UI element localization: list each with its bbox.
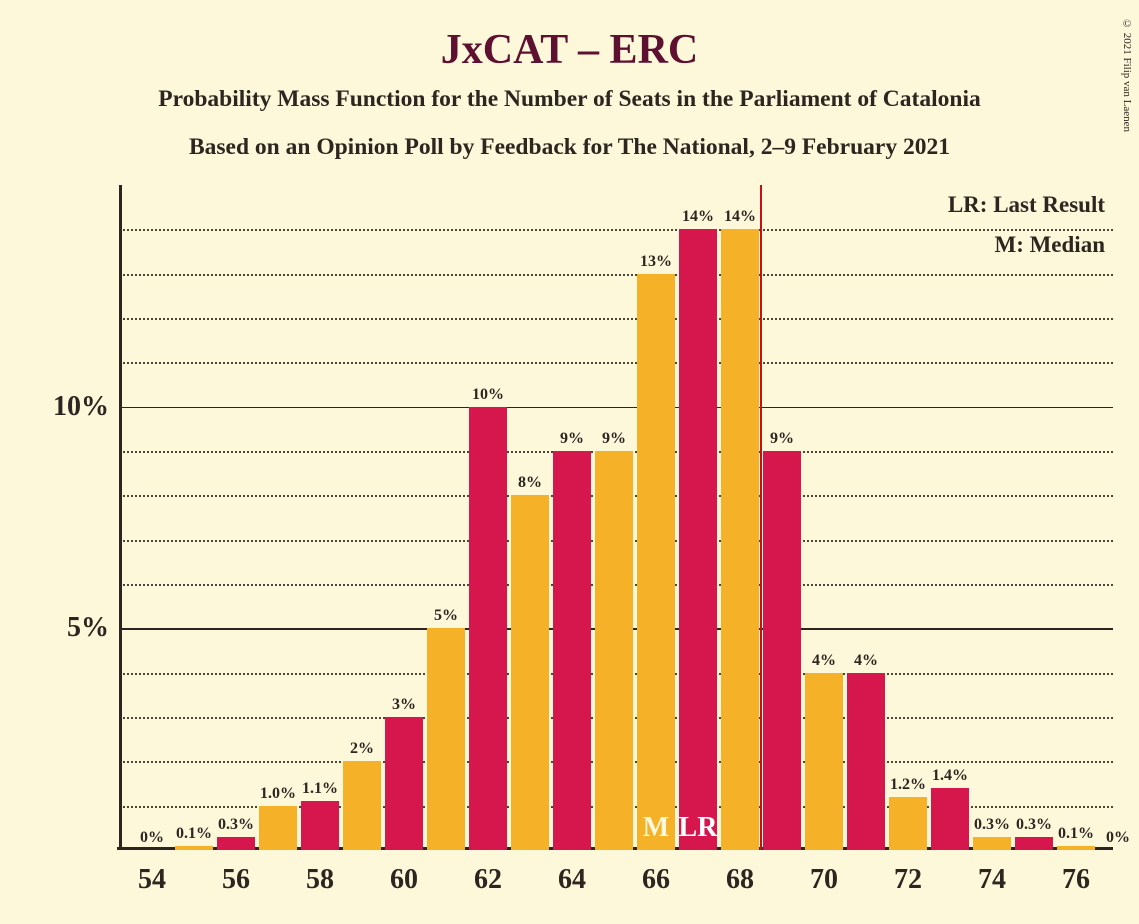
- last-result-marker: LR: [679, 812, 718, 844]
- x-tick-label: 70: [810, 850, 838, 896]
- bar-value-label: 0.3%: [974, 816, 1010, 837]
- bar: 0.1%: [1057, 846, 1095, 850]
- chart-subtitle-2: Based on an Opinion Poll by Feedback for…: [0, 134, 1139, 161]
- chart-title: JxCAT – ERC: [0, 26, 1139, 74]
- last-result-line: [760, 185, 762, 850]
- bar: 1.2%: [889, 797, 927, 850]
- gridline-minor: [119, 362, 1113, 364]
- x-tick-label: 56: [222, 850, 250, 896]
- bar-value-label: 14%: [724, 208, 756, 229]
- bar: 14%: [721, 229, 759, 850]
- bar-value-label: 0.3%: [218, 816, 254, 837]
- bar-value-label: 2%: [350, 740, 374, 761]
- bar: 0.3%: [1015, 837, 1053, 850]
- bar-value-label: 8%: [518, 474, 542, 495]
- gridline-minor: [119, 274, 1113, 276]
- bar-value-label: 0.1%: [176, 825, 212, 846]
- bar: 4%: [805, 673, 843, 850]
- bar: 0.3%: [973, 837, 1011, 850]
- bar: 10%: [469, 407, 507, 850]
- bar: 9%: [553, 451, 591, 850]
- bar-value-label: 14%: [682, 208, 714, 229]
- bar: 8%: [511, 495, 549, 850]
- bar: 1.0%: [259, 806, 297, 850]
- median-marker: M: [643, 812, 669, 844]
- x-tick-label: 74: [978, 850, 1006, 896]
- bar-value-label: 1.2%: [890, 776, 926, 797]
- x-tick-label: 76: [1062, 850, 1090, 896]
- bar-value-label: 9%: [602, 430, 626, 451]
- bar: 14%LR: [679, 229, 717, 850]
- gridline-minor: [119, 318, 1113, 320]
- bar-value-label: 10%: [472, 386, 504, 407]
- bar-value-label: 1.4%: [932, 767, 968, 788]
- bar-value-label: 3%: [392, 696, 416, 717]
- x-tick-label: 62: [474, 850, 502, 896]
- x-tick-label: 72: [894, 850, 922, 896]
- bar-value-label: 0.1%: [1058, 825, 1094, 846]
- bar-value-label: 13%: [640, 253, 672, 274]
- x-tick-label: 66: [642, 850, 670, 896]
- bar-value-label: 4%: [812, 652, 836, 673]
- gridline-major: [119, 407, 1113, 409]
- bar-value-label: 0.3%: [1016, 816, 1052, 837]
- bar: 2%: [343, 761, 381, 850]
- gridline-minor: [119, 229, 1113, 231]
- bar: 1.4%: [931, 788, 969, 850]
- copyright-text: © 2021 Filip van Laenen: [1121, 18, 1133, 132]
- bar-value-label: 0%: [1106, 829, 1130, 850]
- y-axis: [119, 185, 122, 850]
- bar: 0.3%: [217, 837, 255, 850]
- x-tick-label: 58: [306, 850, 334, 896]
- x-tick-label: 68: [726, 850, 754, 896]
- chart-subtitle-1: Probability Mass Function for the Number…: [0, 86, 1139, 113]
- y-tick-label: 10%: [53, 391, 119, 423]
- bar-value-label: 1.1%: [302, 780, 338, 801]
- bar-value-label: 0%: [140, 829, 164, 850]
- bar-value-label: 9%: [560, 430, 584, 451]
- bar-value-label: 5%: [434, 607, 458, 628]
- bar-value-label: 1.0%: [260, 785, 296, 806]
- bar-value-label: 4%: [854, 652, 878, 673]
- x-tick-label: 54: [138, 850, 166, 896]
- chart-plot-area: 5%10%5456586062646668707274760%0.1%0.3%1…: [119, 185, 1113, 850]
- bar: 4%: [847, 673, 885, 850]
- x-tick-label: 64: [558, 850, 586, 896]
- y-tick-label: 5%: [67, 612, 119, 644]
- bar: 0.1%: [175, 846, 213, 850]
- bar: 9%: [763, 451, 801, 850]
- bar: 3%: [385, 717, 423, 850]
- x-tick-label: 60: [390, 850, 418, 896]
- bar: 9%: [595, 451, 633, 850]
- bar: 5%: [427, 628, 465, 850]
- bar: 13%M: [637, 274, 675, 850]
- bar: 1.1%: [301, 801, 339, 850]
- bar-value-label: 9%: [770, 430, 794, 451]
